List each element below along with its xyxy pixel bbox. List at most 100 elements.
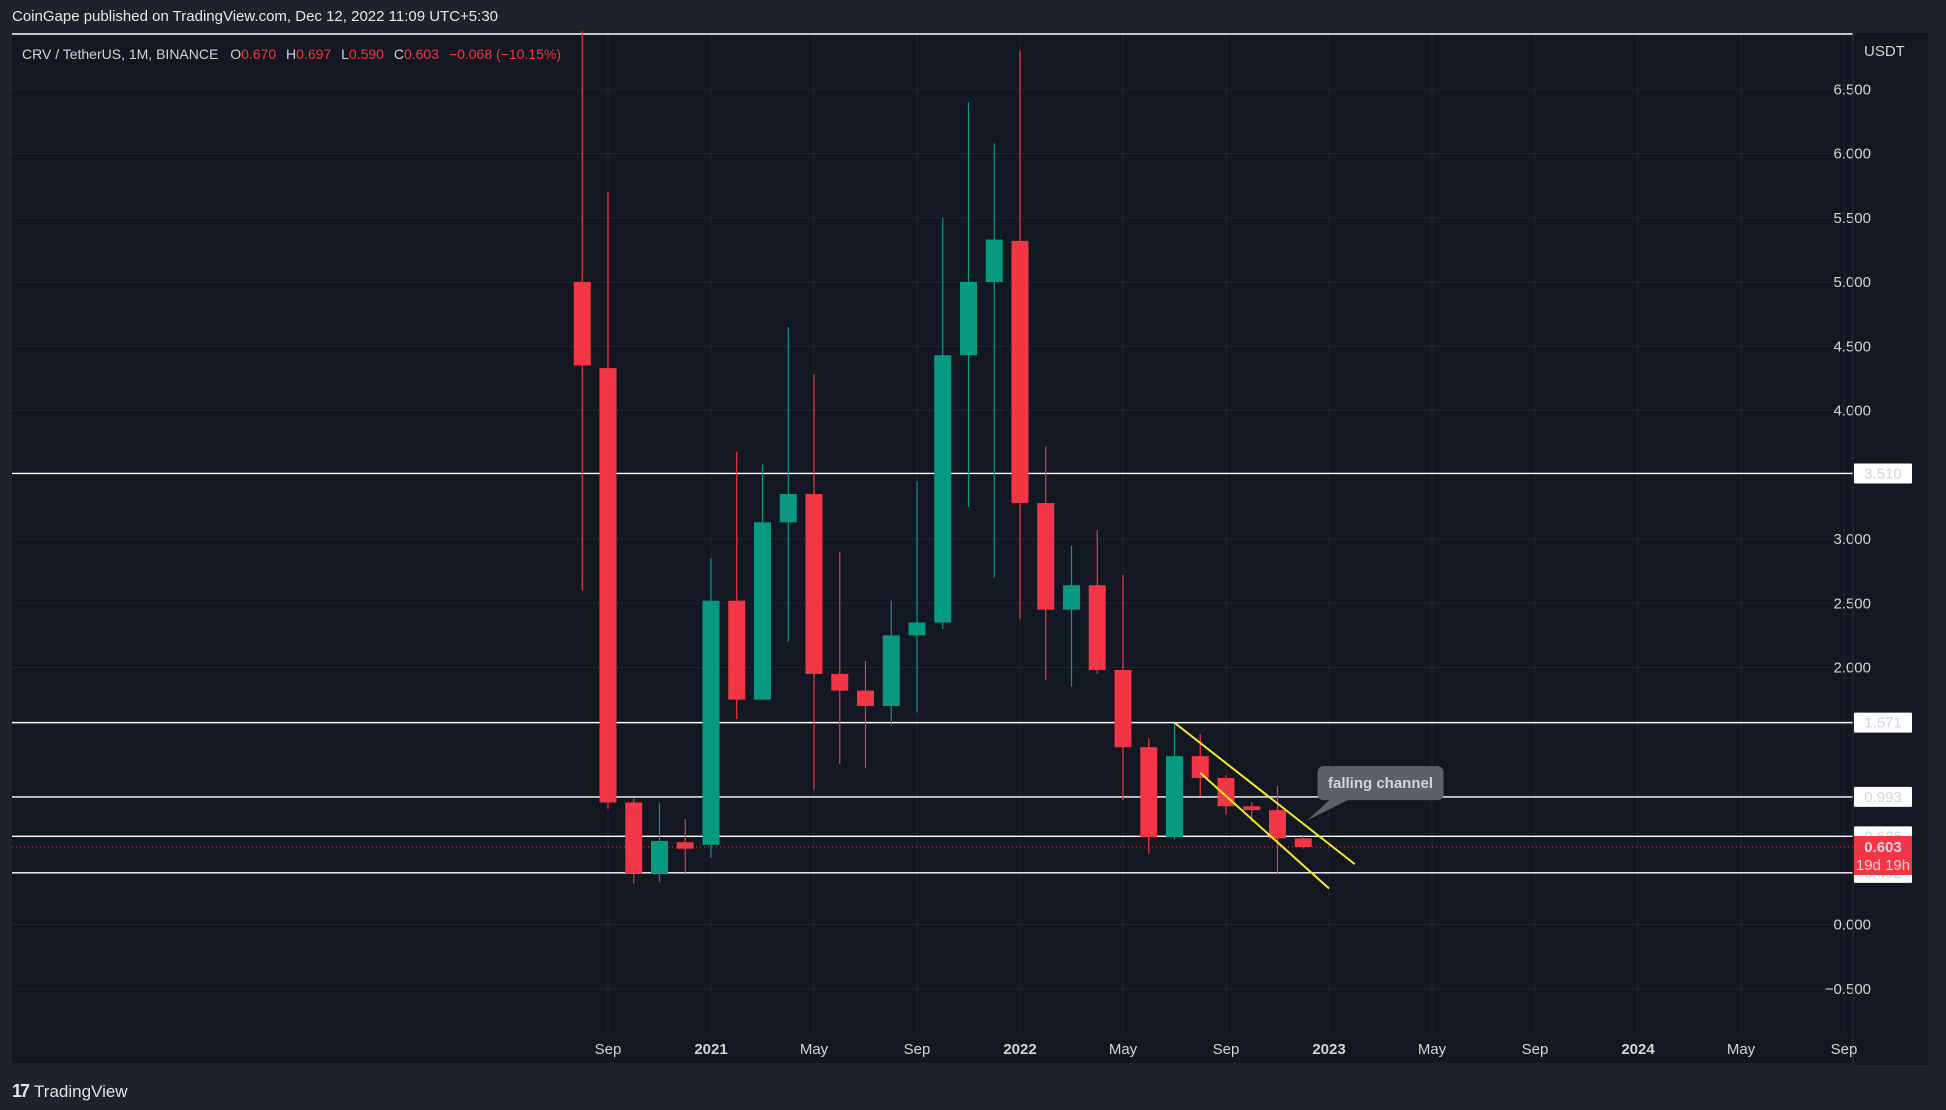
y-tick-label: 4.500 [1833, 338, 1871, 355]
candle [831, 551, 849, 764]
svg-text:CRV / TetherUS, 1M, BINANCE: CRV / TetherUS, 1M, BINANCE O0.670 H0.69… [22, 46, 561, 62]
candle-body [831, 673, 849, 691]
x-tick-label: 2023 [1312, 1041, 1345, 1058]
footer-brand[interactable]: 17 TradingView [12, 1081, 128, 1102]
candle [908, 481, 926, 713]
countdown-label: 19d 19h [1856, 857, 1910, 874]
level-price-tag [1854, 463, 1912, 484]
x-tick-label: Sep [595, 1041, 622, 1058]
channel-lower-line[interactable] [1199, 772, 1330, 890]
candle [754, 464, 771, 700]
candle [1166, 722, 1183, 840]
candle [1294, 834, 1312, 849]
x-tick-label: 2022 [1003, 1041, 1036, 1058]
candle-body [599, 368, 617, 803]
x-tick-label: Sep [1213, 1041, 1240, 1058]
candle-body [805, 494, 823, 674]
grid-lines [12, 33, 1853, 1032]
candle-body [1294, 838, 1312, 848]
channel-upper-line[interactable] [1173, 721, 1356, 865]
candle-body [754, 522, 771, 700]
footer-brand-text: TradingView [34, 1081, 128, 1101]
legend-open-value: 0.670 [241, 46, 276, 62]
candle [599, 192, 617, 809]
candle [702, 558, 720, 858]
time-axis[interactable]: Sep 2021 May Sep 2022 May Sep 2023 May Sep 2024 May… [12, 1041, 1858, 1065]
x-tick-label: 2024 [1621, 1041, 1655, 1058]
y-tick-label: 4.000 [1833, 403, 1871, 420]
candle-body [1088, 585, 1106, 671]
candle [1063, 545, 1080, 687]
candle-body [1269, 810, 1286, 839]
tradingview-logo-icon: 17 [12, 1081, 30, 1101]
legend-low-value: 0.590 [349, 46, 384, 62]
callout-box[interactable] [1317, 766, 1444, 801]
candle-body [857, 690, 874, 707]
candle-body [676, 842, 694, 849]
candle [960, 102, 977, 507]
y-tick-label: 2.000 [1833, 660, 1871, 677]
x-tick-label: May [800, 1041, 829, 1058]
level-price-label: 0.993 [1864, 789, 1902, 806]
candle-body [985, 239, 1003, 282]
candle-body [960, 282, 977, 356]
candle [728, 451, 746, 719]
candle [1088, 530, 1106, 674]
y-tick-label: 6.500 [1833, 81, 1871, 98]
callout-text: falling channel [1328, 775, 1433, 792]
y-tick-label: 5.000 [1833, 274, 1871, 291]
candle-body [1140, 747, 1158, 838]
y-tick-label: 3.000 [1833, 531, 1871, 548]
chart-pane-background [12, 33, 1928, 1065]
candle [676, 819, 694, 874]
legend-close-label: C [394, 46, 404, 62]
callout-pointer [1307, 798, 1352, 821]
legend-open-label: O [230, 46, 241, 62]
legend-change: −0.068 (−10.15%) [449, 46, 561, 62]
legend-high-label: H [286, 46, 296, 62]
candle [1191, 734, 1209, 796]
candle [1269, 785, 1286, 874]
candle-body [882, 635, 900, 707]
candle-body [573, 282, 591, 366]
candle-body [1243, 806, 1261, 811]
x-tick-label: 2021 [694, 1041, 727, 1058]
x-tick-label: May [1109, 1041, 1138, 1058]
legend-high-value: 0.697 [296, 46, 331, 62]
candle-body [1037, 503, 1055, 610]
candle [805, 374, 823, 790]
candle [934, 217, 952, 629]
y-tick-label: 5.500 [1833, 210, 1871, 227]
level-price-tag [1854, 786, 1912, 807]
candle-body [728, 600, 746, 700]
horizontal-levels [12, 33, 1853, 874]
candle [1114, 574, 1132, 800]
price-axis[interactable]: 6.500 6.000 5.500 5.000 4.500 4.000 3.000 2.500… [1825, 33, 1912, 1065]
y-tick-label: 2.500 [1833, 595, 1871, 612]
candles [573, 31, 1312, 884]
candle [779, 326, 797, 642]
candle [985, 143, 1003, 578]
candle-body [908, 622, 926, 636]
annotation[interactable]: falling channel [1307, 766, 1444, 821]
candle-body [1114, 670, 1132, 748]
candle [857, 661, 874, 768]
candle [1011, 50, 1029, 619]
candle [1037, 446, 1055, 681]
symbol-legend: CRV / TetherUS, 1M, BINANCE O0.670 H0.69… [22, 46, 561, 62]
y-tick-label: 0.000 [1833, 917, 1871, 934]
y-tick-label: −0.500 [1825, 981, 1871, 998]
candle-body [1063, 585, 1080, 610]
falling-channel-lines [1173, 721, 1356, 890]
legend-close-value: 0.603 [404, 46, 439, 62]
currency-label: USDT [1864, 43, 1905, 60]
candle [651, 802, 668, 883]
x-tick-label: Sep [1831, 1041, 1858, 1058]
legend-symbol: CRV / TetherUS, 1M, BINANCE [22, 46, 218, 62]
candle-body [934, 355, 952, 623]
publisher-caption: CoinGape published on TradingView.com, D… [12, 8, 499, 25]
candle-body [1191, 756, 1209, 779]
level-price-label: 3.510 [1864, 465, 1902, 482]
candle-body [651, 840, 668, 874]
